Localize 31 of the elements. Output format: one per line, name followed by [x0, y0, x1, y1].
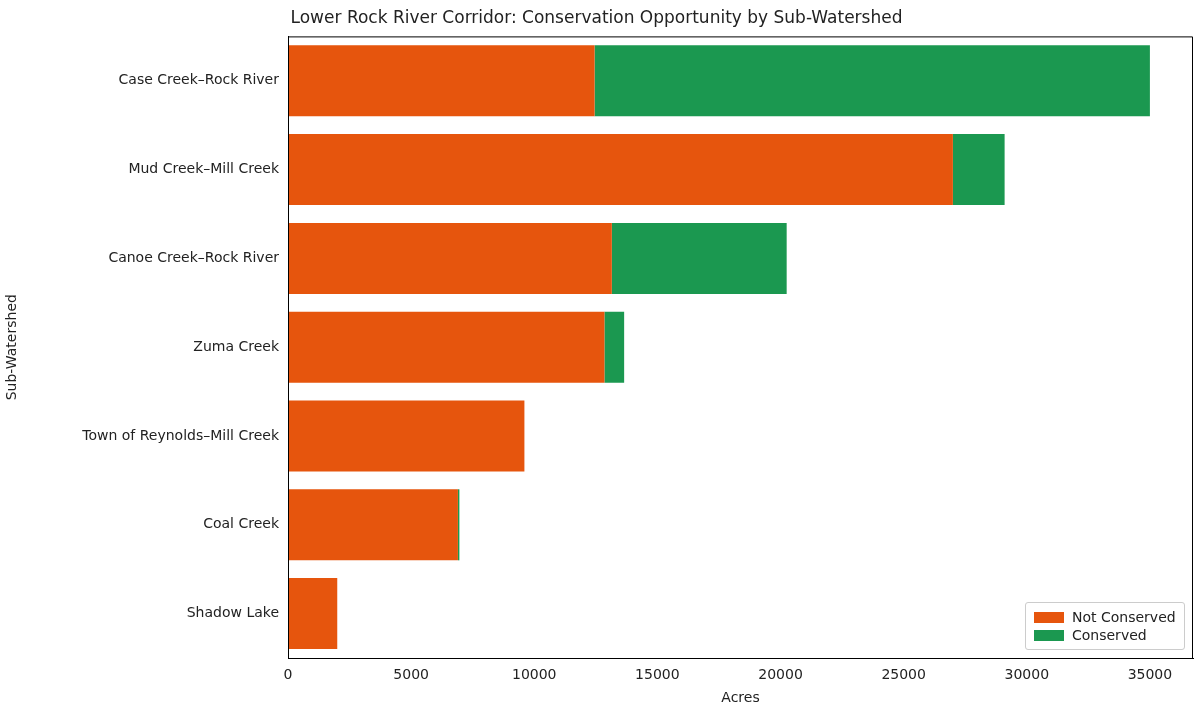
x-tick-label: 5000	[393, 666, 429, 683]
x-axis-title: Acres	[721, 689, 760, 706]
y-tick-label: Mud Creek–Mill Creek	[128, 160, 280, 177]
y-tick-label: Town of Reynolds–Mill Creek	[81, 426, 280, 443]
bar	[288, 222, 612, 294]
y-tick-label: Shadow Lake	[186, 604, 279, 621]
bar	[288, 489, 458, 561]
x-tick-label: 15000	[635, 666, 680, 683]
x-tick-label: 0	[283, 666, 293, 683]
bar	[288, 400, 525, 472]
y-tick-label: Zuma Creek	[193, 337, 280, 354]
chart-title: Lower Rock River Corridor: Conservation Opportunity by Sub-Watershed	[290, 6, 903, 27]
legend-label: Not Conserved	[1072, 609, 1176, 625]
y-axis-title: Sub-Watershed	[3, 294, 20, 401]
bar	[611, 222, 787, 294]
bar	[288, 134, 953, 206]
bar	[288, 311, 605, 383]
bar	[952, 134, 1005, 206]
y-tick-label: Coal Creek	[203, 515, 280, 532]
x-tick-label: 25000	[881, 666, 926, 683]
y-tick-label: Canoe Creek–Rock River	[108, 249, 280, 266]
bar	[288, 578, 338, 650]
bar	[604, 311, 625, 383]
bar	[594, 45, 1150, 117]
legend-label: Conserved	[1072, 627, 1147, 643]
x-tick-label: 20000	[758, 666, 803, 683]
x-tick-label: 30000	[1004, 666, 1050, 683]
x-tick-label: 10000	[511, 666, 557, 683]
bar	[288, 45, 595, 117]
x-tick-label: 35000	[1127, 666, 1173, 683]
y-tick-label: Case Creek–Rock River	[118, 71, 280, 88]
